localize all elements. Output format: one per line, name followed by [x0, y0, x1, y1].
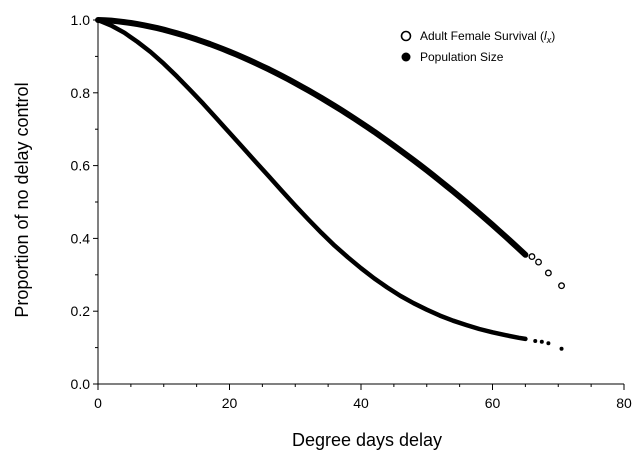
- series-adult-female-survival-curve: [95, 17, 529, 258]
- y-tick-label: 1.0: [71, 12, 91, 28]
- y-axis-label: Proportion of no delay control: [12, 82, 32, 317]
- population-point: [559, 346, 564, 351]
- population-point: [546, 341, 551, 346]
- series-band: [95, 17, 529, 258]
- survival-point: [528, 253, 536, 261]
- survival-point: [558, 282, 565, 290]
- axes: 0.0 0.2 0.4 0.6 0.8 1.0 0 20 40 60 80: [71, 12, 632, 411]
- x-tick-label: 60: [485, 395, 501, 411]
- x-tick-label: 0: [94, 395, 102, 411]
- legend-label-population: Population Size: [420, 50, 504, 64]
- survival-point: [544, 269, 552, 277]
- population-point: [539, 339, 544, 344]
- legend-marker-open-circle: [400, 30, 412, 42]
- series-population-size-curve: [95, 17, 528, 342]
- series-band: [95, 17, 528, 342]
- series-markers: [528, 253, 565, 351]
- legend-marker-filled-circle: [401, 52, 411, 62]
- legend-label-survival: Adult Female Survival (lx): [420, 29, 555, 45]
- survival-point: [535, 258, 542, 266]
- y-tick-label: 0.8: [71, 85, 91, 101]
- x-tick-label: 20: [222, 395, 238, 411]
- x-tick-label: 80: [616, 395, 632, 411]
- y-tick-label: 0.2: [71, 303, 91, 319]
- x-tick-label: 40: [353, 395, 369, 411]
- y-tick-label: 0.4: [71, 230, 91, 246]
- y-tick-label: 0.0: [71, 376, 91, 392]
- legend: Adult Female Survival (lx) Population Siz…: [400, 29, 555, 64]
- x-axis-label: Degree days delay: [292, 430, 442, 450]
- population-point: [533, 339, 538, 344]
- y-tick-label: 0.6: [71, 158, 91, 174]
